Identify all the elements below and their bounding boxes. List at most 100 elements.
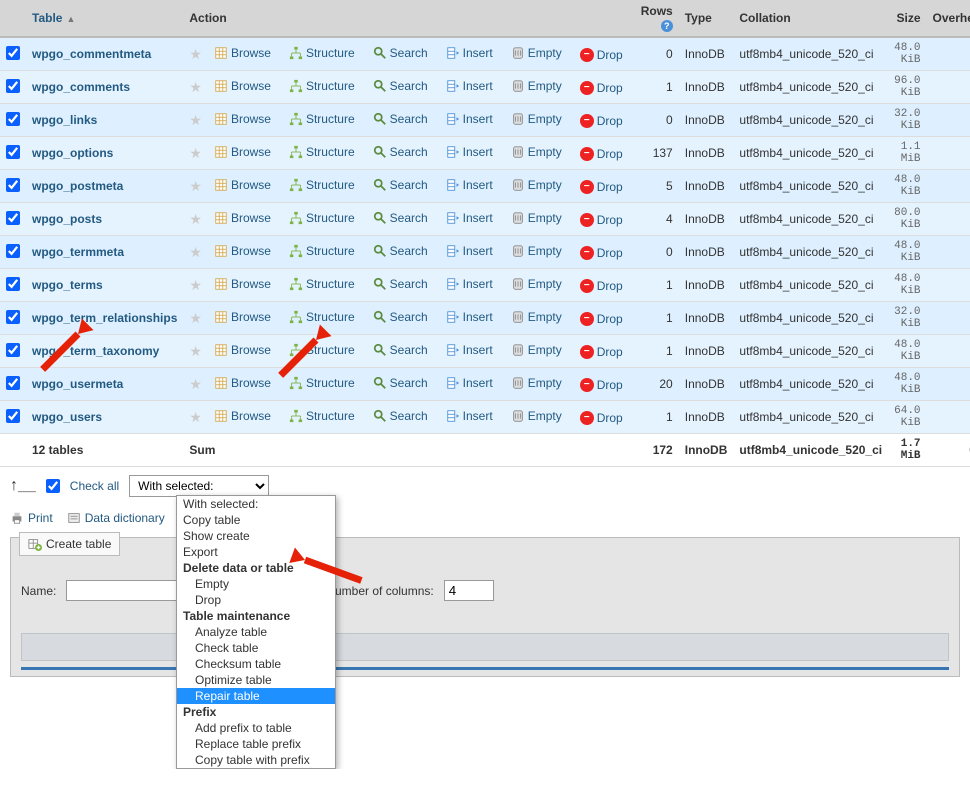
drop-action[interactable]: −Drop (580, 312, 623, 326)
row-checkbox[interactable] (6, 310, 20, 324)
search-action[interactable]: Search (373, 178, 428, 192)
table-name-link[interactable]: wpgo_term_taxonomy (32, 344, 159, 358)
browse-action[interactable]: Browse (214, 46, 271, 60)
empty-action[interactable]: Empty (511, 376, 562, 390)
table-name-link[interactable]: wpgo_users (32, 410, 102, 424)
table-name-link[interactable]: wpgo_options (32, 146, 113, 160)
search-action[interactable]: Search (373, 211, 428, 225)
dropdown-option[interactable]: Show create (177, 528, 335, 544)
browse-action[interactable]: Browse (214, 409, 271, 423)
empty-action[interactable]: Empty (511, 244, 562, 258)
search-action[interactable]: Search (373, 343, 428, 357)
row-checkbox[interactable] (6, 277, 20, 291)
favorite-star-icon[interactable]: ★ (189, 145, 202, 161)
dropdown-option[interactable]: Empty (177, 576, 335, 592)
drop-action[interactable]: −Drop (580, 180, 623, 194)
row-checkbox[interactable] (6, 145, 20, 159)
favorite-star-icon[interactable]: ★ (189, 211, 202, 227)
drop-action[interactable]: −Drop (580, 147, 623, 161)
table-name-link[interactable]: wpgo_postmeta (32, 179, 123, 193)
insert-action[interactable]: Insert (446, 376, 493, 390)
search-action[interactable]: Search (373, 79, 428, 93)
favorite-star-icon[interactable]: ★ (189, 178, 202, 194)
row-checkbox[interactable] (6, 46, 20, 60)
browse-action[interactable]: Browse (214, 277, 271, 291)
browse-action[interactable]: Browse (214, 112, 271, 126)
browse-action[interactable]: Browse (214, 244, 271, 258)
insert-action[interactable]: Insert (446, 277, 493, 291)
table-name-link[interactable]: wpgo_posts (32, 212, 102, 226)
drop-action[interactable]: −Drop (580, 279, 623, 293)
dropdown-option[interactable]: Optimize table (177, 672, 335, 688)
drop-action[interactable]: −Drop (580, 411, 623, 425)
search-action[interactable]: Search (373, 112, 428, 126)
structure-action[interactable]: Structure (289, 145, 355, 159)
browse-action[interactable]: Browse (214, 376, 271, 390)
structure-action[interactable]: Structure (289, 211, 355, 225)
table-name-link[interactable]: wpgo_comments (32, 80, 130, 94)
structure-action[interactable]: Structure (289, 409, 355, 423)
insert-action[interactable]: Insert (446, 46, 493, 60)
search-action[interactable]: Search (373, 46, 428, 60)
browse-action[interactable]: Browse (214, 79, 271, 93)
browse-action[interactable]: Browse (214, 310, 271, 324)
dropdown-option[interactable]: With selected: (177, 496, 335, 512)
table-name-link[interactable]: wpgo_term_relationships (32, 311, 177, 325)
favorite-star-icon[interactable]: ★ (189, 277, 202, 293)
drop-action[interactable]: −Drop (580, 378, 623, 392)
dropdown-option[interactable]: Checksum table (177, 656, 335, 672)
empty-action[interactable]: Empty (511, 211, 562, 225)
insert-action[interactable]: Insert (446, 178, 493, 192)
drop-action[interactable]: −Drop (580, 345, 623, 359)
print-link[interactable]: Print (10, 511, 53, 525)
check-all-link[interactable]: Check all (70, 479, 119, 493)
insert-action[interactable]: Insert (446, 112, 493, 126)
row-checkbox[interactable] (6, 178, 20, 192)
empty-action[interactable]: Empty (511, 79, 562, 93)
drop-action[interactable]: −Drop (580, 48, 623, 62)
empty-action[interactable]: Empty (511, 46, 562, 60)
dropdown-option[interactable]: Add prefix to table (177, 720, 335, 736)
favorite-star-icon[interactable]: ★ (189, 310, 202, 326)
row-checkbox[interactable] (6, 211, 20, 225)
browse-action[interactable]: Browse (214, 211, 271, 225)
structure-action[interactable]: Structure (289, 178, 355, 192)
search-action[interactable]: Search (373, 277, 428, 291)
insert-action[interactable]: Insert (446, 409, 493, 423)
row-checkbox[interactable] (6, 244, 20, 258)
empty-action[interactable]: Empty (511, 409, 562, 423)
row-checkbox[interactable] (6, 409, 20, 423)
drop-action[interactable]: −Drop (580, 114, 623, 128)
dropdown-option[interactable]: Repair table (177, 688, 335, 704)
structure-action[interactable]: Structure (289, 343, 355, 357)
dropdown-option[interactable]: Prefix (177, 704, 335, 720)
drop-action[interactable]: −Drop (580, 81, 623, 95)
empty-action[interactable]: Empty (511, 178, 562, 192)
table-name-link[interactable]: wpgo_termmeta (32, 245, 124, 259)
table-name-link[interactable]: wpgo_usermeta (32, 377, 123, 391)
empty-action[interactable]: Empty (511, 112, 562, 126)
insert-action[interactable]: Insert (446, 211, 493, 225)
table-name-link[interactable]: wpgo_terms (32, 278, 103, 292)
favorite-star-icon[interactable]: ★ (189, 376, 202, 392)
dropdown-option[interactable]: Check table (177, 640, 335, 656)
dropdown-option[interactable]: Replace table prefix (177, 736, 335, 752)
table-name-link[interactable]: wpgo_links (32, 113, 97, 127)
search-action[interactable]: Search (373, 244, 428, 258)
favorite-star-icon[interactable]: ★ (189, 409, 202, 425)
browse-action[interactable]: Browse (214, 145, 271, 159)
favorite-star-icon[interactable]: ★ (189, 244, 202, 260)
browse-action[interactable]: Browse (214, 178, 271, 192)
favorite-star-icon[interactable]: ★ (189, 46, 202, 62)
insert-action[interactable]: Insert (446, 310, 493, 324)
help-icon[interactable]: ? (661, 20, 673, 32)
insert-action[interactable]: Insert (446, 145, 493, 159)
columns-count-input[interactable] (444, 580, 494, 601)
structure-action[interactable]: Structure (289, 112, 355, 126)
row-checkbox[interactable] (6, 112, 20, 126)
favorite-star-icon[interactable]: ★ (189, 79, 202, 95)
search-action[interactable]: Search (373, 310, 428, 324)
favorite-star-icon[interactable]: ★ (189, 112, 202, 128)
dropdown-option[interactable]: Copy table (177, 512, 335, 528)
check-all-checkbox[interactable] (46, 479, 60, 493)
